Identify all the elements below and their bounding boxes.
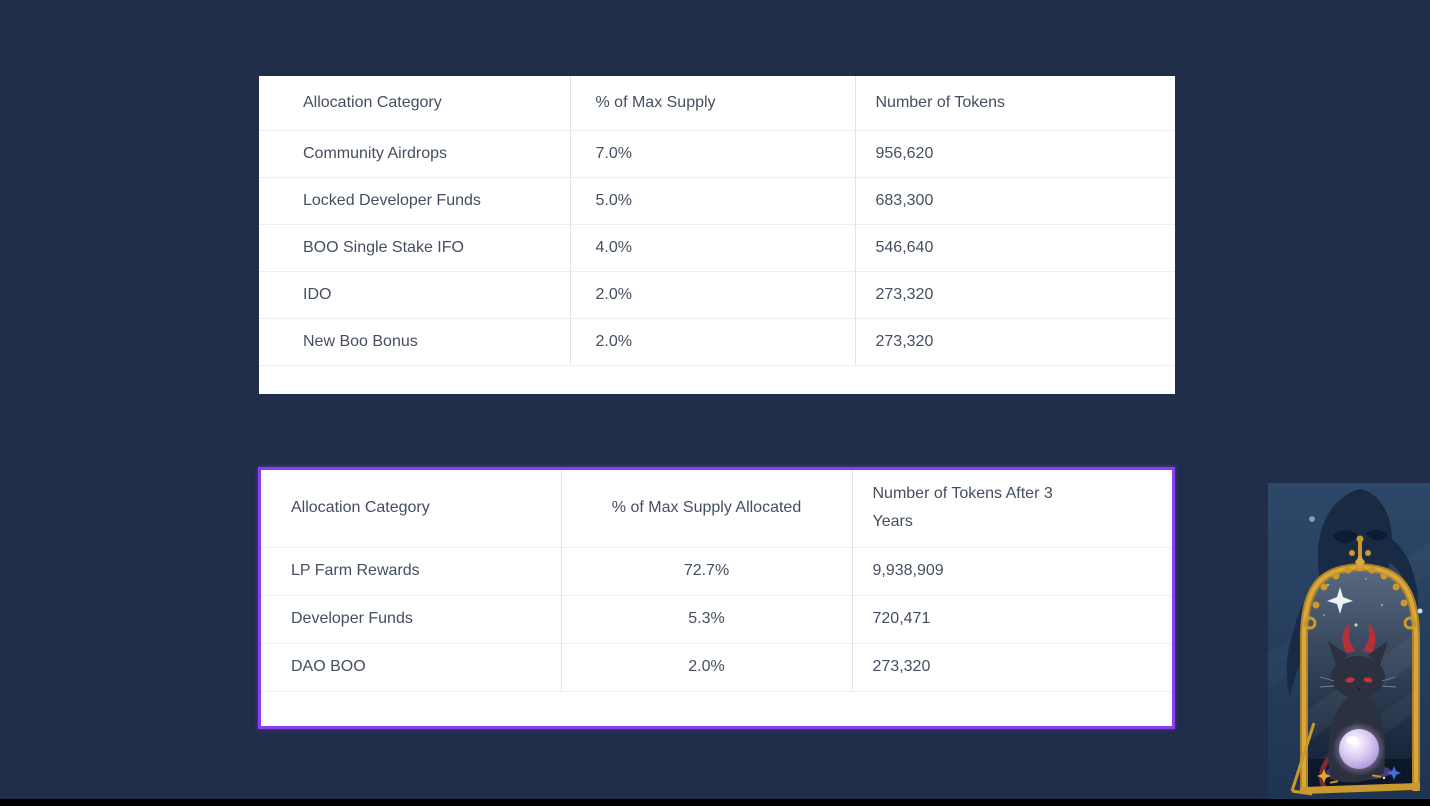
column-header-tokens: Number of Tokens bbox=[854, 76, 1175, 130]
cell-tokens: 546,640 bbox=[854, 223, 1175, 271]
mirror-stand-leg bbox=[1290, 722, 1316, 792]
cell-percent: 4.0% bbox=[569, 223, 855, 271]
header-row: Allocation Category % of Max Supply Allo… bbox=[261, 470, 1172, 547]
cell-percent: 2.0% bbox=[569, 270, 855, 318]
cell-percent: 2.0% bbox=[560, 642, 852, 692]
cell-category: DAO BOO bbox=[261, 642, 561, 692]
cell-tokens: 956,620 bbox=[854, 129, 1175, 177]
cell-category: BOO Single Stake IFO bbox=[259, 223, 570, 271]
spooky-mascot-svg bbox=[1268, 483, 1430, 799]
allocation-table-card-highlighted: Allocation Category % of Max Supply Allo… bbox=[258, 467, 1175, 729]
allocation-table: Allocation Category % of Max Supply Allo… bbox=[261, 470, 1172, 692]
supply-table: Allocation Category % of Max Supply Numb… bbox=[259, 76, 1175, 366]
table-row: LP Farm Rewards 72.7% 9,938,909 bbox=[261, 546, 1172, 595]
cell-category: Developer Funds bbox=[261, 594, 561, 643]
crystal-ball bbox=[1332, 722, 1386, 776]
supply-table-card: Allocation Category % of Max Supply Numb… bbox=[259, 76, 1175, 394]
cell-category: IDO bbox=[259, 270, 570, 318]
cell-percent: 2.0% bbox=[569, 317, 855, 366]
cat-head bbox=[1331, 656, 1385, 698]
cell-category: New Boo Bonus bbox=[259, 317, 570, 366]
gold-mirror-frame bbox=[1290, 535, 1421, 796]
cell-percent: 7.0% bbox=[569, 129, 855, 177]
cell-category: Community Airdrops bbox=[259, 129, 570, 177]
cell-percent: 5.0% bbox=[569, 176, 855, 224]
column-header-percent: % of Max Supply bbox=[569, 76, 855, 130]
bottom-black-bar bbox=[0, 799, 1430, 806]
table-row: Developer Funds 5.3% 720,471 bbox=[261, 594, 1172, 643]
spooky-mascot-illustration bbox=[1268, 483, 1430, 799]
table-row: DAO BOO 2.0% 273,320 bbox=[261, 642, 1172, 692]
cat-eye-left bbox=[1345, 677, 1355, 683]
cell-category: Locked Developer Funds bbox=[259, 176, 570, 224]
cell-tokens: 9,938,909 bbox=[851, 546, 1172, 595]
column-header-tokens-label: Number of Tokens After 3 Years bbox=[872, 485, 1053, 531]
sparkle-star bbox=[1327, 587, 1353, 614]
column-header-percent: % of Max Supply Allocated bbox=[560, 470, 852, 547]
cat-eye-right bbox=[1363, 677, 1373, 683]
table-row: Community Airdrops 7.0% 956,620 bbox=[259, 129, 1175, 177]
cat-horn-right bbox=[1362, 623, 1376, 653]
cell-tokens: 273,320 bbox=[854, 317, 1175, 366]
table-row: IDO 2.0% 273,320 bbox=[259, 270, 1175, 318]
column-header-tokens: Number of Tokens After 3 Years bbox=[851, 470, 1172, 547]
cell-category: LP Farm Rewards bbox=[261, 546, 561, 595]
table-row: Locked Developer Funds 5.0% 683,300 bbox=[259, 176, 1175, 224]
cat-horn-left bbox=[1342, 623, 1356, 653]
cell-tokens: 683,300 bbox=[854, 176, 1175, 224]
table-row: New Boo Bonus 2.0% 273,320 bbox=[259, 317, 1175, 366]
cell-percent: 72.7% bbox=[560, 546, 852, 595]
star-dot bbox=[1417, 608, 1423, 614]
column-header-category: Allocation Category bbox=[303, 93, 442, 111]
frame-finial bbox=[1349, 535, 1371, 569]
cell-percent: 5.3% bbox=[560, 594, 852, 643]
header-row: Allocation Category % of Max Supply Numb… bbox=[259, 76, 1175, 130]
cell-tokens: 720,471 bbox=[851, 594, 1172, 643]
column-header-category: Allocation Category bbox=[291, 499, 430, 517]
cat-whiskers bbox=[1319, 676, 1397, 688]
cell-tokens: 273,320 bbox=[854, 270, 1175, 318]
cell-tokens: 273,320 bbox=[851, 642, 1172, 692]
bottom-sparkles bbox=[1317, 766, 1401, 784]
table-row: BOO Single Stake IFO 4.0% 546,640 bbox=[259, 223, 1175, 271]
star-dot bbox=[1309, 516, 1315, 522]
